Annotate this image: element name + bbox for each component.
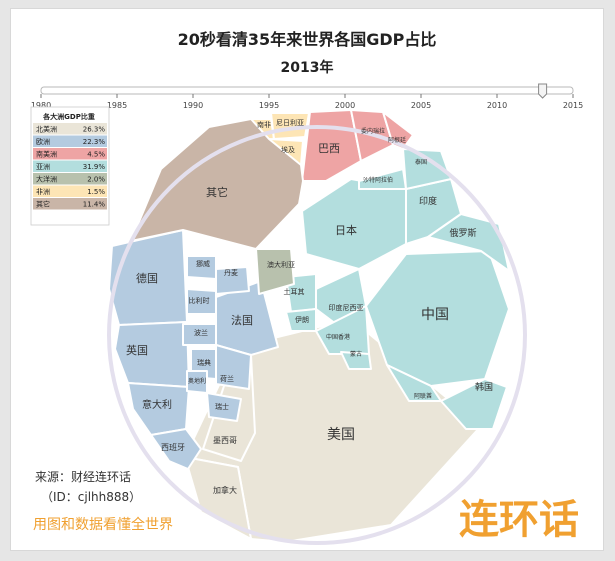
cell-label: 泰国 — [415, 158, 427, 166]
cell-label: 俄罗斯 — [449, 227, 476, 239]
cell-label: 瑞典 — [197, 358, 211, 367]
legend-value: 4.5% — [87, 151, 105, 159]
cell-label: 瑞士 — [215, 402, 229, 411]
cell-label: 奥地利 — [188, 377, 206, 385]
cell-label: 埃及 — [281, 145, 295, 154]
legend-swatch — [33, 198, 107, 210]
legend-swatch — [33, 123, 107, 135]
cell-西班牙[interactable] — [150, 428, 202, 470]
cell-label: 阿联酋 — [414, 392, 432, 400]
cell-label: 波兰 — [194, 328, 208, 337]
legend-name: 亚洲 — [36, 163, 50, 171]
legend-name: 欧洲 — [36, 137, 50, 146]
source-id: （ID：cjlhh888） — [41, 490, 141, 504]
cell-label: 印度尼西亚 — [329, 303, 364, 312]
cell-label: 韩国 — [475, 381, 493, 393]
cell-label: 阿根廷 — [388, 136, 406, 144]
cell-label: 蒙古 — [350, 350, 362, 358]
timeline-tick-label: 1980 — [31, 101, 51, 110]
legend-value: 26.3% — [83, 126, 106, 134]
legend-name: 其它 — [36, 200, 50, 209]
cell-label: 伊朗 — [295, 315, 309, 324]
legend-title: 各大洲GDP比重 — [42, 112, 95, 121]
timeline-tick-label: 2000 — [335, 101, 355, 110]
slogan: 用图和数据看懂全世界 — [33, 516, 173, 533]
cell-韩国[interactable] — [440, 378, 508, 430]
legend-value: 2.0% — [87, 176, 105, 184]
cell-瑞士[interactable] — [206, 392, 242, 422]
legend-swatch — [33, 173, 107, 185]
timeline-track[interactable] — [40, 86, 574, 95]
cell-label: 沙特阿拉伯 — [363, 176, 393, 184]
legend-swatch — [33, 185, 107, 197]
cell-label: 挪威 — [196, 259, 210, 268]
legend-swatch — [33, 148, 107, 160]
cell-label: 巴西 — [318, 142, 340, 155]
cell-label: 法国 — [231, 313, 253, 327]
cell-label: 比利时 — [189, 296, 210, 305]
timeline-tick-label: 1995 — [259, 101, 279, 110]
cell-label: 中国 — [421, 307, 449, 323]
timeline-handle[interactable] — [538, 83, 548, 99]
cell-澳大利亚[interactable] — [255, 248, 295, 295]
cell-label: 土耳其 — [284, 287, 305, 296]
cell-奥地利[interactable] — [186, 370, 208, 394]
chart-subtitle: 2013年 — [281, 59, 334, 76]
legend-name: 非洲 — [36, 187, 50, 196]
legend-name: 南美洲 — [36, 150, 57, 159]
legend: 各大洲GDP比重 北美洲 26.3% 欧洲 22.3% 南美洲 4.5% 亚洲 31.9% 大洋… — [30, 106, 110, 226]
chart-svg: 20秒看清35年来世界各国GDP占比 2013年 1980 1985 1990 199… — [30, 30, 583, 545]
cell-label: 其它 — [206, 185, 228, 199]
cell-label: 日本 — [335, 223, 357, 237]
cell-比利时[interactable] — [186, 288, 217, 315]
legend-value: 1.5% — [87, 188, 105, 196]
cell-蒙古[interactable] — [340, 351, 372, 370]
cell-波兰[interactable] — [182, 323, 217, 346]
cell-label: 澳大利亚 — [267, 260, 295, 269]
legend-name: 北美洲 — [36, 125, 57, 134]
cell-其它[interactable] — [130, 118, 304, 250]
outer-ring — [107, 125, 527, 545]
cell-label: 中国香港 — [326, 333, 350, 341]
cell-label: 墨西哥 — [213, 436, 237, 445]
cell-label: 荷兰 — [220, 374, 234, 383]
cell-label: 西班牙 — [161, 442, 185, 452]
cell-label: 尼日利亚 — [276, 118, 304, 127]
cell-丹麦[interactable] — [215, 266, 250, 295]
voronoi-cells — [108, 109, 510, 543]
cell-label: 英国 — [126, 343, 148, 357]
cell-label: 加拿大 — [213, 485, 237, 495]
timeline[interactable]: 1980 1985 1990 1995 2000 2005 2010 2015 — [31, 83, 583, 110]
timeline-tick-label: 1985 — [107, 101, 127, 110]
cell-泰国[interactable] — [402, 148, 452, 190]
legend-swatch — [33, 160, 107, 172]
cell-label: 南非 — [257, 120, 271, 129]
legend-value: 31.9% — [83, 163, 106, 171]
cell-label: 印度 — [419, 195, 437, 207]
legend-swatch — [33, 135, 107, 147]
cell-加拿大[interactable] — [184, 456, 252, 540]
cell-label: 德国 — [136, 271, 158, 285]
cell-阿联酋[interactable] — [386, 364, 442, 402]
legend-value: 11.4% — [83, 201, 106, 209]
timeline-tick-label: 2015 — [563, 101, 583, 110]
cell-label: 美国 — [327, 427, 355, 443]
source-text: 来源：财经连环话 — [35, 469, 131, 484]
chart-panel: 20秒看清35年来世界各国GDP占比 2013年 1980 1985 1990 199… — [10, 8, 604, 551]
legend-name: 大洋洲 — [36, 175, 57, 184]
logo-text: 连环话 — [459, 497, 579, 543]
chart-title: 20秒看清35年来世界各国GDP占比 — [178, 30, 437, 49]
timeline-tick-label: 2010 — [487, 101, 507, 110]
timeline-tick-label: 2005 — [411, 101, 431, 110]
cell-label: 委内瑞拉 — [361, 127, 385, 135]
cell-label: 丹麦 — [224, 268, 238, 277]
timeline-tick-label: 1990 — [183, 101, 203, 110]
legend-value: 22.3% — [83, 138, 106, 146]
cell-label: 意大利 — [142, 398, 172, 411]
